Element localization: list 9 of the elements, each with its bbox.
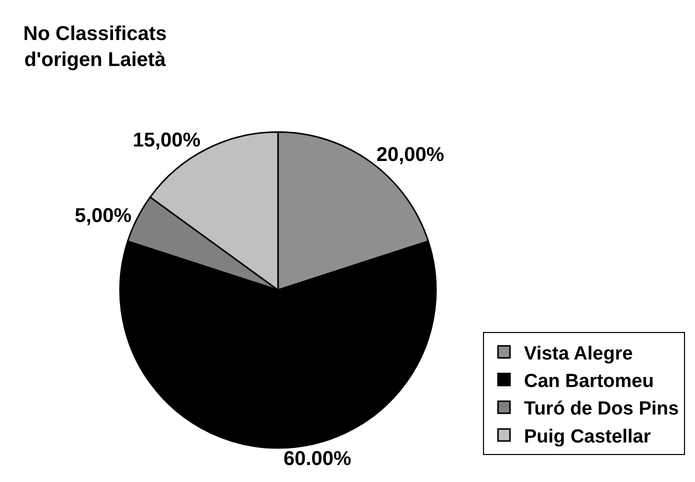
data-label: 15,00% — [132, 129, 201, 152]
legend-label: Puig Castellar — [524, 426, 652, 448]
legend-label: Can Bartomeu — [524, 370, 654, 392]
chart-title: No Classificats d'origen Laietà — [23, 23, 167, 71]
data-label: 5,00% — [74, 205, 132, 227]
data-label: 20,00% — [376, 144, 444, 166]
data-label: 60.00% — [284, 448, 352, 470]
legend-label: Vista Alegre — [524, 343, 633, 364]
legend-label: Turó de Dos Pins — [524, 398, 679, 420]
